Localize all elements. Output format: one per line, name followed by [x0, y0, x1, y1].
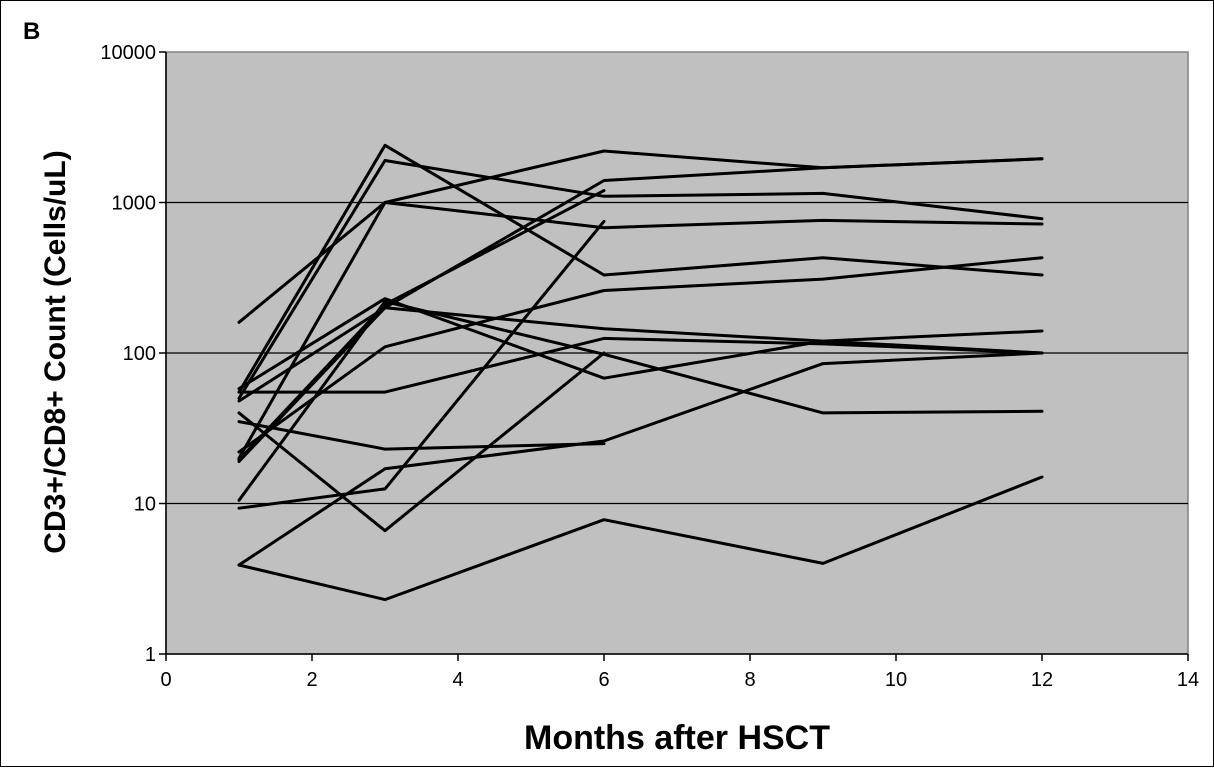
- series-line-16: [237, 189, 606, 462]
- y-tick-label: 10000: [100, 42, 156, 64]
- series-line-13: [237, 351, 606, 533]
- y-tick-label: 1: [145, 644, 156, 666]
- x-tick-label: 14: [1177, 669, 1199, 691]
- x-tick-label: 10: [885, 669, 907, 691]
- axes: [159, 51, 1189, 661]
- y-tick-label: 1000: [112, 193, 157, 215]
- y-tick-label: 10: [134, 494, 156, 516]
- x-tick-label: 0: [160, 669, 171, 691]
- tick-labels: 1 10 100 1000 10000 0 2 4 6 8 10 12 14: [100, 42, 1199, 691]
- series-line-2: [237, 143, 1044, 394]
- series-lines: [237, 143, 1044, 602]
- x-tick-label: 12: [1031, 669, 1053, 691]
- series-line-12: [237, 351, 1044, 567]
- series-line-4: [237, 201, 1044, 460]
- x-tick-label: 8: [744, 669, 755, 691]
- series-line-3: [237, 159, 1044, 400]
- x-axis-title: Months after HSCT: [524, 719, 830, 757]
- series-line-8: [237, 256, 1044, 454]
- x-tick-label: 2: [306, 669, 317, 691]
- series-line-6: [237, 297, 1044, 391]
- series-line-11: [237, 475, 1044, 602]
- y-tick-label: 100: [123, 343, 156, 365]
- series-line-9: [237, 336, 1044, 394]
- y-axis-title: CD3+/CD8+ Count (Cells/uL): [39, 150, 72, 553]
- x-tick-label: 6: [598, 669, 609, 691]
- series-line-14: [237, 219, 606, 510]
- series-line-7: [237, 306, 1044, 463]
- series-line-15: [237, 420, 606, 451]
- series-line-5: [237, 157, 1044, 403]
- x-tick-label: 4: [452, 669, 463, 691]
- panel-label: B: [23, 18, 40, 45]
